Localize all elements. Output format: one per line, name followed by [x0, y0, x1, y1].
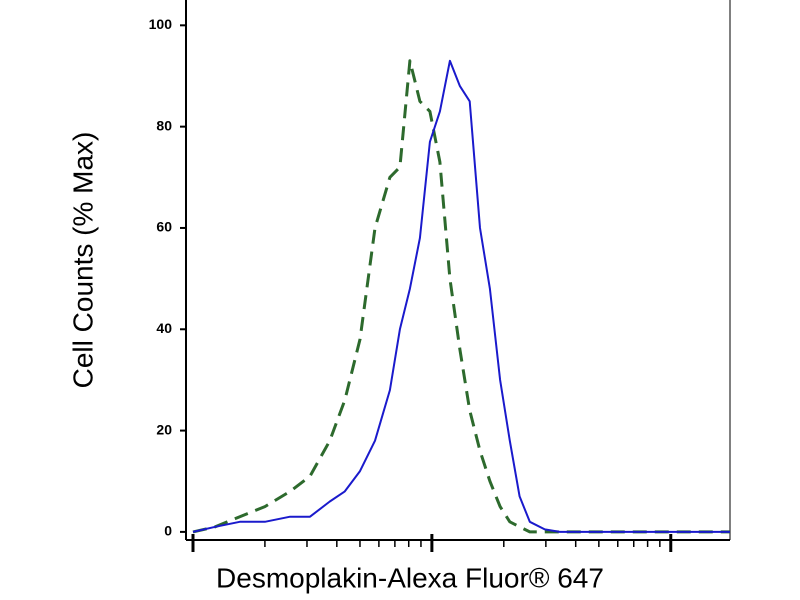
x-axis-label: Desmoplakin-Alexa Fluor® 647	[216, 562, 604, 593]
y-tick-label: 20	[156, 421, 172, 437]
y-tick-label: 60	[156, 219, 172, 235]
y-tick-label: 100	[149, 16, 173, 32]
y-tick-label: 40	[156, 320, 172, 336]
series-line	[192, 59, 730, 534]
y-tick-label: 80	[156, 117, 172, 133]
y-tick-label: 0	[164, 523, 172, 539]
y-axis-label: Cell Counts (% Max)	[67, 132, 98, 389]
series-line	[192, 59, 730, 533]
